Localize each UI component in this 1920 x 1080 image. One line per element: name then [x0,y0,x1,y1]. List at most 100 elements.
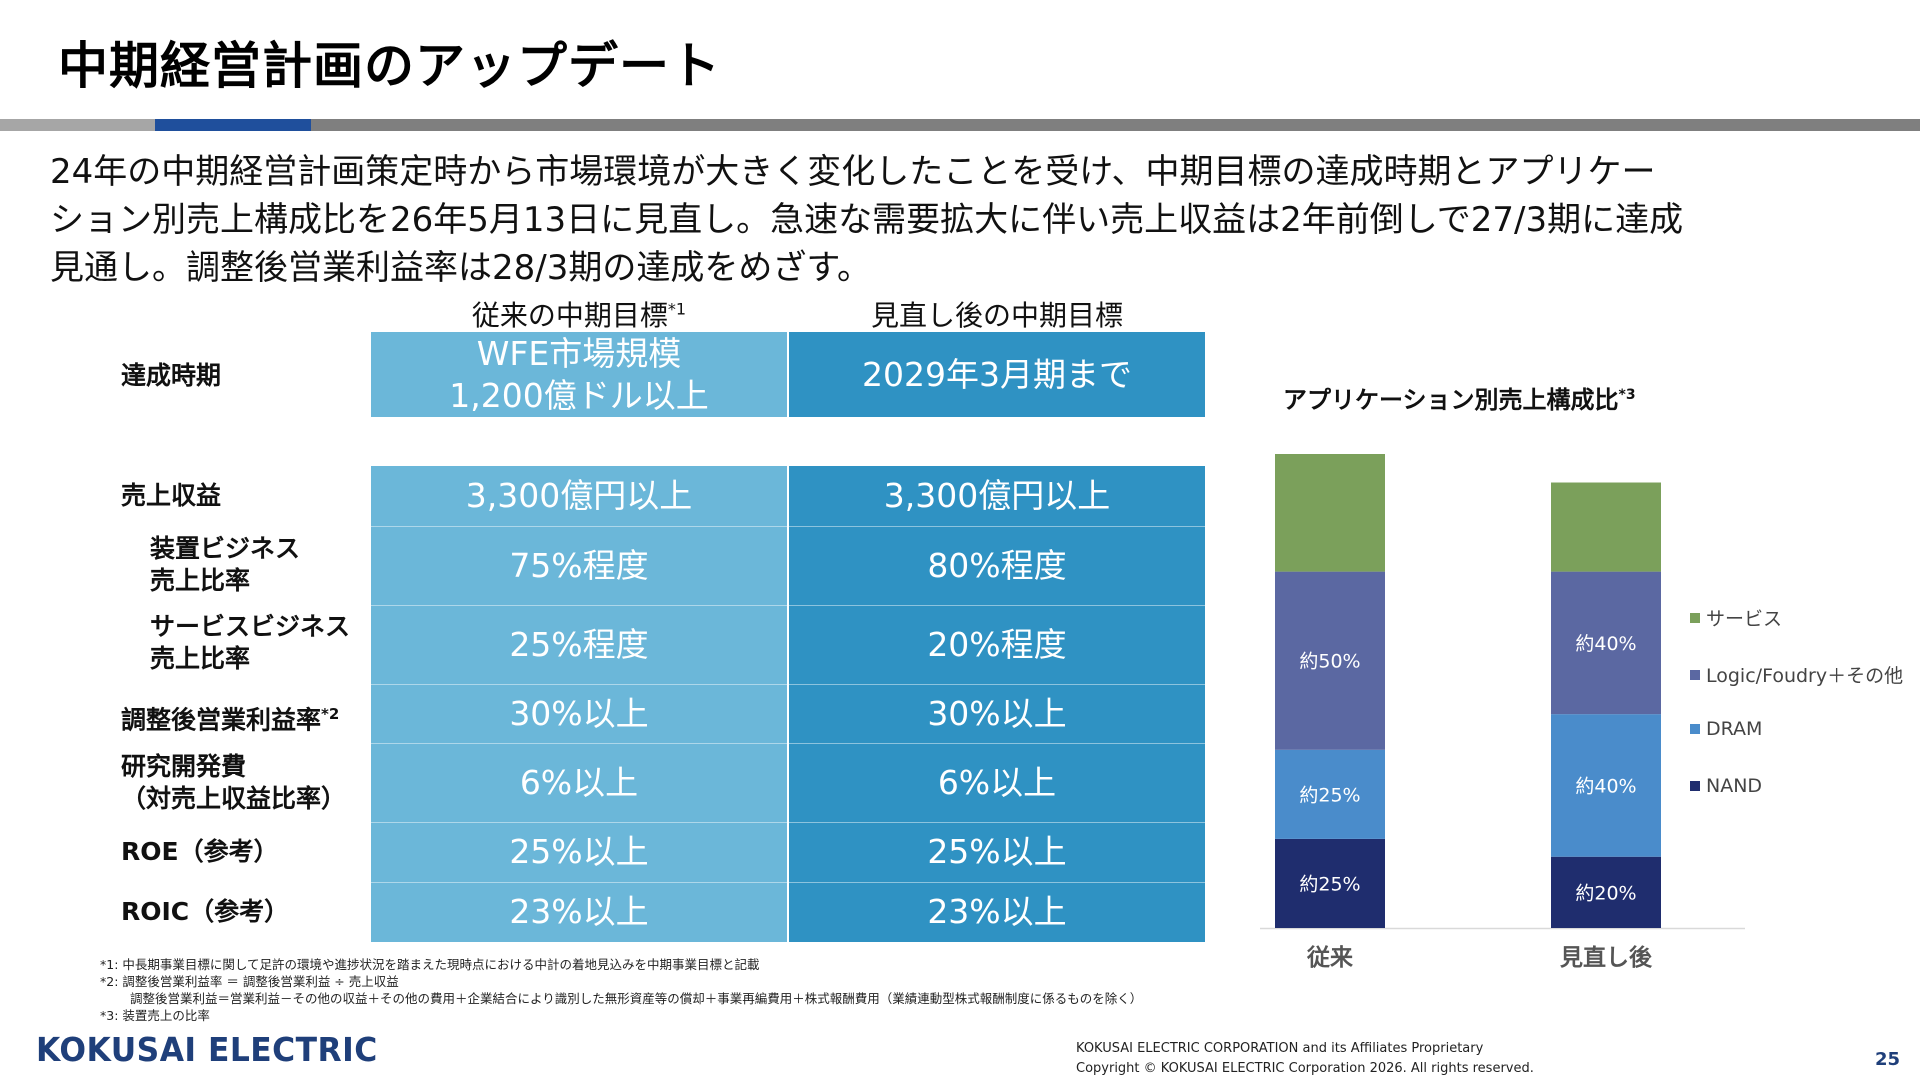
row-label-rnd: 研究開発費 （対売上収益比率） [121,751,346,815]
chart-title: アプリケーション別売上構成比*3 [1283,380,1636,415]
chart-title-note: *3 [1618,387,1636,403]
legend-swatch [1690,781,1700,791]
slide-title: 中期経営計画のアップデート [58,37,721,95]
row-label-text: 売上収益 [121,481,222,510]
footnote: *3: 装置売上の比率 [100,1008,210,1023]
legend-swatch [1690,669,1700,680]
footnote: *1: 中長期事業目標に関して足許の環境や進捗状況を踏まえた現時点における中計の… [100,957,760,972]
row-label-text: 調整後営業利益率 [121,705,322,735]
cell-text: 23%以上 [927,892,1067,931]
cell-text: 75%程度 [509,545,649,585]
cell-text: 23%以上 [509,892,649,931]
copyright-line: Copyright © KOKUSAI ELECTRIC Corporation… [1076,1061,1534,1076]
bar-segment [1551,482,1661,572]
column-header-new-label: 見直し後の中期目標 [870,299,1123,332]
row-separator [371,743,1205,744]
page-number: 25 [1874,1049,1900,1070]
legend-swatch [1690,724,1700,734]
footnotes: *1: 中長期事業目標に関して足許の環境や進捗状況を踏まえた現時点における中計の… [100,956,1142,1024]
copyright-line: KOKUSAI ELECTRIC CORPORATION and its Aff… [1076,1041,1484,1056]
copyright: KOKUSAI ELECTRIC CORPORATION and its Aff… [1076,1039,1534,1079]
legend-item: Logic/Foudry＋その他 [1690,661,1903,688]
cell-old-equipment-ratio: 75%程度 [371,526,787,605]
cell-text: 30%以上 [509,693,649,733]
bar-segment [1551,856,1661,928]
title-rule [0,119,1920,131]
bar-segment [1275,749,1385,839]
data-label: 約40% [1575,775,1636,797]
cell-text: 6%以上 [519,762,639,802]
cell-text: 80%程度 [927,545,1067,585]
cell-old-op-margin: 30%以上 [371,684,787,743]
cell-text: 1,200億ドル以上 [449,375,709,415]
lead-line: 24年の中期経営計画策定時から市場環境が大きく変化したことを受け、中期目標の達成… [50,152,1656,192]
row-label-timing: 達成時期 [121,360,221,392]
column-header-new: 見直し後の中期目標 [789,294,1205,334]
cell-old-rnd: 6%以上 [371,743,787,822]
lead-text: 24年の中期経営計画策定時から市場環境が大きく変化したことを受け、中期目標の達成… [50,148,1880,292]
row-label-text: ROE（参考） [121,837,279,866]
data-label: 約25% [1299,784,1360,806]
legend-label: DRAM [1706,718,1763,740]
lead-line: ション別売上構成比を26年5月13日に見直し。急速な需要拡大に伴い売上収益は2年… [50,200,1684,240]
bar-segment [1275,838,1385,928]
row-label-equipment-ratio: 装置ビジネス 売上比率 [150,533,300,597]
legend-item: サービス [1690,604,1782,631]
title-rule-dark [311,119,1920,131]
cell-text: 25%以上 [509,832,649,871]
row-separator [371,822,1205,823]
row-separator [371,605,1205,606]
row-label-text: ROIC（参考） [121,897,290,926]
company-logo: KOKUSAI ELECTRIC [36,1030,378,1069]
cell-new-equipment-ratio: 80%程度 [789,526,1205,605]
row-separator [371,526,1205,527]
cell-text: 25%以上 [927,832,1067,871]
chart-title-text: アプリケーション別売上構成比 [1283,386,1619,414]
table-band-targets: 3,300億円以上 3,300億円以上 75%程度 80%程度 25%程度 20… [371,466,1205,942]
cell-text: 6%以上 [937,762,1057,802]
data-label: 約50% [1299,651,1360,673]
row-label-text: サービスビジネス [150,612,351,641]
cell-text: 3,300億円以上 [883,476,1111,515]
cell-text: 30%以上 [927,693,1067,733]
row-label-service-ratio: サービスビジネス 売上比率 [150,611,350,675]
legend-swatch [1690,612,1700,623]
row-label-text: 装置ビジネス [150,534,301,563]
cell-old-roe: 25%以上 [371,822,787,882]
cell-text: 25%程度 [509,624,649,664]
title-rule-blue [155,119,311,131]
bar-segment [1551,714,1661,857]
category-label: 見直し後 [1560,944,1653,971]
legend-label: Logic/Foudry＋その他 [1706,665,1904,687]
cell-new-service-ratio: 20%程度 [789,605,1205,684]
row-label-text: 売上比率 [150,644,251,673]
row-separator [371,684,1205,685]
data-label: 約20% [1575,882,1636,904]
row-label-text: 研究開発費 [121,752,247,781]
bar-segment [1551,571,1661,715]
legend-item: NAND [1690,775,1762,797]
row-separator [371,882,1205,883]
cell-text: 20%程度 [927,624,1067,664]
cell-new-op-margin: 30%以上 [789,684,1205,743]
cell-new-timing: 2029年3月期まで [789,332,1205,417]
cell-old-timing: WFE市場規模 1,200億ドル以上 [371,332,787,417]
cell-text: WFE市場規模 [476,333,682,373]
cell-text: 3,300億円以上 [465,476,693,515]
bar-segment [1275,454,1385,572]
row-label-op-margin: 調整後営業利益率*2 [121,698,339,736]
cell-new-roic: 23%以上 [789,882,1205,942]
legend-label: NAND [1706,775,1763,797]
cell-old-roic: 23%以上 [371,882,787,942]
row-label-note: *2 [321,705,340,723]
cell-new-revenue: 3,300億円以上 [789,466,1205,526]
cell-old-revenue: 3,300億円以上 [371,466,787,526]
row-label-revenue: 売上収益 [121,480,221,512]
row-label-text: （対売上収益比率） [121,784,347,813]
cell-new-rnd: 6%以上 [789,743,1205,822]
lead-line: 見通し。調整後営業利益率は28/3期の達成をめざす。 [50,248,871,288]
legend-label: サービス [1706,608,1783,630]
footnote: *2: 調整後営業利益率 ＝ 調整後営業利益 ÷ 売上収益 [100,974,399,989]
cell-text: 2029年3月期まで [862,354,1132,394]
row-label-roic: ROIC（参考） [121,896,289,928]
